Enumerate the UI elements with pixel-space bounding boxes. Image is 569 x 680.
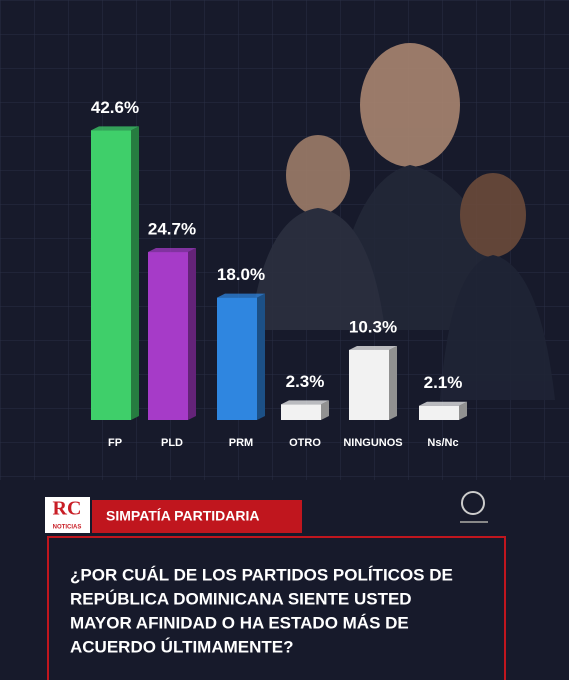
logo-box bbox=[45, 497, 90, 533]
value-label: 2.1% bbox=[424, 373, 463, 392]
bar bbox=[349, 349, 389, 420]
category-label: PRM bbox=[229, 437, 253, 449]
bar bbox=[217, 297, 257, 420]
bar bbox=[281, 404, 321, 420]
bar-side bbox=[389, 345, 397, 420]
bar bbox=[419, 405, 459, 420]
ca-logo bbox=[460, 491, 488, 523]
question-box bbox=[47, 536, 506, 680]
photo-figures bbox=[250, 43, 555, 400]
category-label: PLD bbox=[161, 437, 183, 449]
value-label: 10.3% bbox=[349, 317, 397, 336]
bar bbox=[91, 130, 131, 420]
category-label: Ns/Nc bbox=[427, 437, 458, 449]
bar-top bbox=[419, 401, 467, 406]
bar-side bbox=[188, 248, 196, 420]
value-label: 24.7% bbox=[148, 220, 196, 239]
bar-top bbox=[217, 293, 265, 298]
bar-top bbox=[148, 248, 196, 253]
banner bbox=[92, 500, 302, 533]
bar-side bbox=[459, 401, 467, 420]
logo-sub: NOTICIAS bbox=[53, 525, 82, 531]
bar-chart: 42.6% FP 24.7% PLD 18.0% PRM 2.3% OTRO 10.3% NING… bbox=[91, 98, 467, 449]
banner-label: SIMPATÍA PARTIDARIA bbox=[106, 508, 259, 524]
question-line: ACUERDO ÚLTIMAMENTE? bbox=[70, 637, 294, 656]
value-label: 18.0% bbox=[217, 265, 265, 284]
value-label: 2.3% bbox=[286, 372, 325, 391]
bar-side bbox=[131, 126, 139, 420]
category-label: OTRO bbox=[289, 437, 321, 449]
bar-top bbox=[91, 126, 139, 131]
bar-top bbox=[349, 345, 397, 350]
logo: RC bbox=[53, 498, 82, 520]
question: ¿POR CUÁL DE LOS PARTIDOS POLÍTICOS DE RE… bbox=[70, 565, 453, 656]
value-label: 42.6% bbox=[91, 98, 139, 117]
category-label: NINGUNOS bbox=[343, 437, 402, 449]
question-line: ¿POR CUÁL DE LOS PARTIDOS POLÍTICOS DE bbox=[70, 565, 453, 584]
bar-top bbox=[281, 400, 329, 405]
bar-side bbox=[257, 293, 265, 420]
question-line: MAYOR AFINIDAD O HA ESTADO MÁS DE bbox=[70, 613, 409, 632]
question-line: REPÚBLICA DOMINICANA SIENTE USTED bbox=[70, 589, 412, 608]
bar bbox=[148, 252, 188, 420]
bar-side bbox=[321, 400, 329, 420]
category-label: FP bbox=[108, 437, 122, 449]
